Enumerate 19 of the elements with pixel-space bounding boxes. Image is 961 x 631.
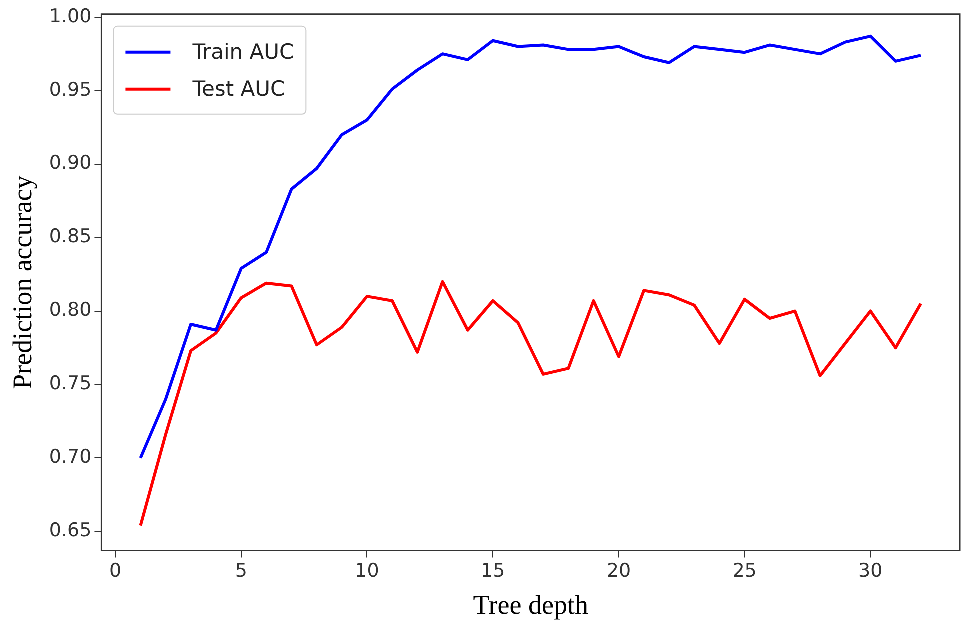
y-axis-title: Prediction accuracy bbox=[7, 175, 38, 390]
legend-label: Train AUC bbox=[192, 40, 294, 64]
y-tick-label: 0.65 bbox=[49, 520, 92, 542]
y-tick-label: 1.00 bbox=[49, 5, 92, 28]
y-tick-label: 0.95 bbox=[49, 78, 92, 101]
x-tick-label: 30 bbox=[858, 560, 883, 582]
y-tick-label: 0.80 bbox=[49, 299, 92, 322]
x-axis-title: Tree depth bbox=[473, 590, 589, 620]
x-tick-label: 25 bbox=[732, 560, 757, 582]
y-tick-label: 0.90 bbox=[49, 152, 92, 174]
x-tick-label: 10 bbox=[355, 560, 380, 582]
y-tick-label: 0.70 bbox=[49, 446, 92, 468]
x-tick-label: 20 bbox=[606, 560, 632, 582]
y-tick-label: 0.75 bbox=[49, 372, 92, 395]
x-tick-label: 5 bbox=[235, 560, 248, 582]
legend-label: Test AUC bbox=[192, 76, 286, 101]
x-tick-label: 0 bbox=[110, 560, 122, 582]
x-tick-label: 15 bbox=[481, 560, 506, 582]
y-tick-label: 0.85 bbox=[49, 226, 92, 248]
